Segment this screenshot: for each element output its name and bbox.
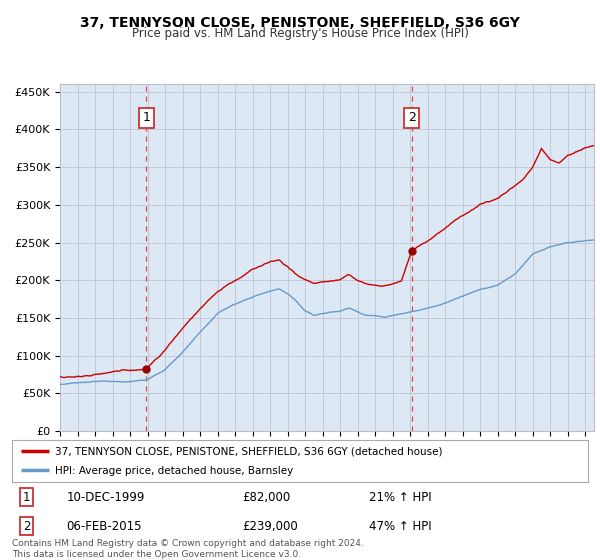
- Text: 47% ↑ HPI: 47% ↑ HPI: [369, 520, 432, 533]
- Text: HPI: Average price, detached house, Barnsley: HPI: Average price, detached house, Barn…: [55, 466, 293, 475]
- Text: 06-FEB-2015: 06-FEB-2015: [67, 520, 142, 533]
- Text: 2: 2: [408, 111, 416, 124]
- Text: Price paid vs. HM Land Registry's House Price Index (HPI): Price paid vs. HM Land Registry's House …: [131, 27, 469, 40]
- Text: 10-DEC-1999: 10-DEC-1999: [67, 491, 145, 503]
- Text: £82,000: £82,000: [242, 491, 290, 503]
- Text: Contains HM Land Registry data © Crown copyright and database right 2024.
This d: Contains HM Land Registry data © Crown c…: [12, 539, 364, 559]
- Text: 37, TENNYSON CLOSE, PENISTONE, SHEFFIELD, S36 6GY (detached house): 37, TENNYSON CLOSE, PENISTONE, SHEFFIELD…: [55, 446, 443, 456]
- Text: 2: 2: [23, 520, 30, 533]
- Text: 37, TENNYSON CLOSE, PENISTONE, SHEFFIELD, S36 6GY: 37, TENNYSON CLOSE, PENISTONE, SHEFFIELD…: [80, 16, 520, 30]
- Text: 21% ↑ HPI: 21% ↑ HPI: [369, 491, 432, 503]
- Text: £239,000: £239,000: [242, 520, 298, 533]
- Text: 1: 1: [142, 111, 150, 124]
- Text: 1: 1: [23, 491, 30, 503]
